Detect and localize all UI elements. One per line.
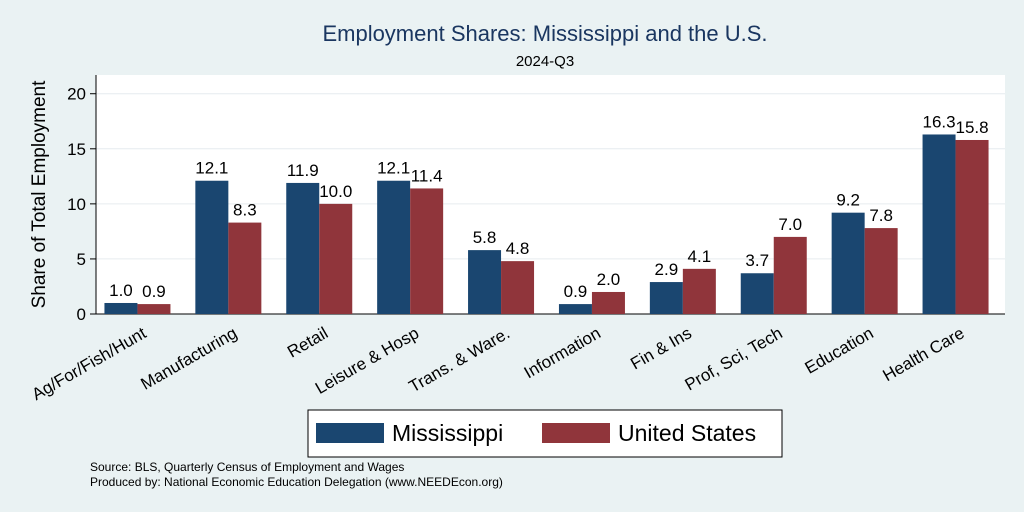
- bar-value-label: 9.2: [836, 191, 860, 210]
- y-tick-label: 20: [67, 85, 86, 104]
- bar-value-label: 2.9: [655, 260, 679, 279]
- bar: [468, 250, 502, 314]
- legend-label: Mississippi: [392, 420, 503, 446]
- bar-value-label: 4.8: [506, 239, 530, 258]
- bar-value-label: 0.9: [142, 282, 166, 301]
- bar-value-label: 5.8: [473, 228, 497, 247]
- bar-value-label: 0.9: [564, 282, 588, 301]
- x-tick-label: Prof, Sci, Tech: [682, 323, 786, 394]
- bar-value-label: 2.0: [597, 270, 621, 289]
- bar-value-label: 8.3: [233, 201, 257, 220]
- bar: [104, 302, 138, 314]
- bar-value-label: 11.9: [287, 161, 319, 180]
- chart-subtitle: 2024-Q3: [516, 53, 574, 70]
- x-tick-label: Fin & Ins: [627, 323, 695, 373]
- y-axis-title: Share of Total Employment: [29, 80, 50, 308]
- bar: [319, 203, 353, 314]
- chart-title: Employment Shares: Mississippi and the U…: [322, 21, 767, 46]
- x-tick-label: Manufacturing: [138, 323, 241, 393]
- bar: [501, 261, 535, 314]
- x-tick-label: Ag/For/Fish/Hunt: [29, 323, 150, 404]
- x-tick-label: Health Care: [879, 323, 967, 385]
- bar: [955, 139, 989, 314]
- y-tick-label: 0: [77, 305, 86, 324]
- bar: [228, 222, 262, 314]
- bar: [864, 228, 898, 314]
- bar: [286, 182, 320, 314]
- bar-value-label: 7.0: [778, 215, 802, 234]
- bar-value-label: 12.1: [377, 159, 410, 178]
- source-note: Source: BLS, Quarterly Census of Employm…: [90, 460, 405, 474]
- x-tick-label: Trans. & Ware.: [406, 323, 513, 396]
- bar-value-label: 12.1: [195, 159, 228, 178]
- legend-label: United States: [618, 420, 756, 446]
- bar: [558, 304, 592, 314]
- bar: [682, 268, 716, 314]
- bar: [773, 236, 807, 314]
- bar-value-label: 11.4: [411, 166, 443, 185]
- bar-value-label: 7.8: [869, 206, 893, 225]
- y-tick-label: 10: [67, 195, 86, 214]
- x-tick-label: Leisure & Hosp: [312, 323, 422, 398]
- bar: [137, 304, 171, 314]
- bar-value-label: 15.8: [956, 118, 989, 137]
- bar: [377, 180, 411, 314]
- bar-value-label: 1.0: [109, 281, 133, 300]
- y-tick-label: 5: [77, 250, 86, 269]
- bar: [410, 188, 444, 314]
- x-tick-label: Retail: [284, 323, 331, 361]
- bar: [195, 180, 229, 314]
- produced-by-note: Produced by: National Economic Education…: [90, 475, 503, 489]
- bar-value-label: 4.1: [688, 247, 712, 266]
- bar: [649, 282, 683, 314]
- bar: [831, 212, 865, 314]
- bar-value-label: 10.0: [319, 182, 352, 201]
- bar-value-label: 3.7: [745, 251, 769, 270]
- legend-swatch: [316, 423, 384, 443]
- legend-swatch: [542, 423, 610, 443]
- bar: [591, 291, 625, 314]
- x-tick-label: Information: [521, 323, 604, 382]
- y-tick-label: 15: [67, 140, 86, 159]
- bar: [740, 273, 774, 314]
- bar-value-label: 16.3: [923, 112, 956, 131]
- bar: [922, 134, 956, 314]
- x-tick-label: Education: [802, 323, 877, 377]
